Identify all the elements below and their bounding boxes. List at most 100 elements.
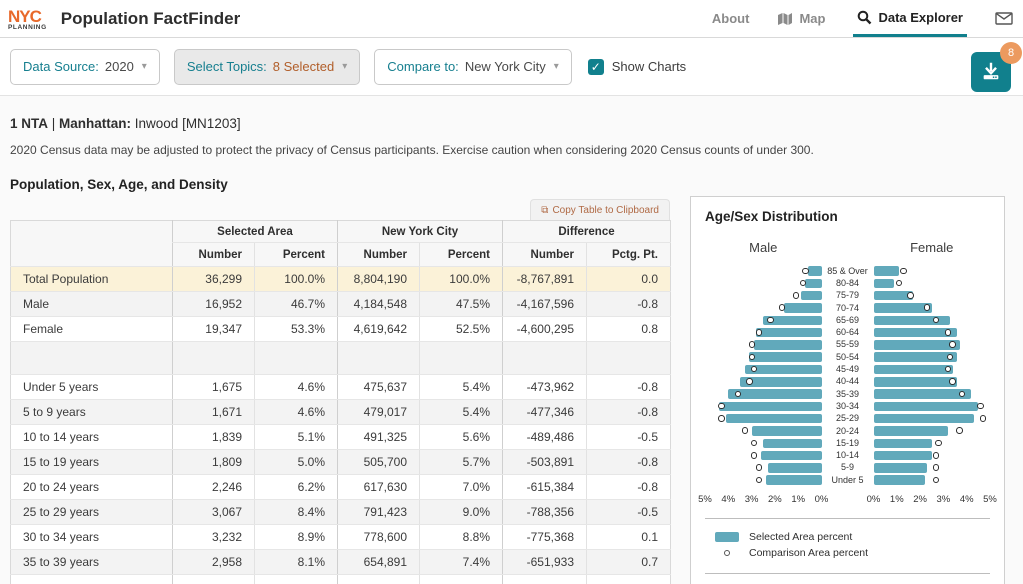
axis-tick-label: 4% xyxy=(721,494,736,506)
pyramid-bar-male[interactable] xyxy=(753,340,822,350)
cell-value: 3,067 xyxy=(172,499,255,525)
nav-about[interactable]: About xyxy=(712,0,750,37)
pyramid-bar-male[interactable] xyxy=(744,364,822,375)
data-source-label: Data Source: xyxy=(23,59,99,74)
show-charts-checkbox[interactable]: ✓ xyxy=(587,58,604,75)
comparison-dot-male xyxy=(748,353,756,361)
cell-value: 475,637 xyxy=(337,374,420,400)
row-label: 25 to 29 years xyxy=(10,499,173,525)
comparison-dot-female xyxy=(949,378,956,385)
comparison-dot-male xyxy=(718,415,725,422)
nav-data-explorer[interactable]: Data Explorer xyxy=(853,0,967,37)
cell-value: -0.8 xyxy=(586,374,671,400)
pyramid-bar-female[interactable] xyxy=(873,377,958,387)
table-row: 30 to 34 years 3,232 8.9% 778,600 8.8% -775,3… xyxy=(10,524,671,550)
envelope-icon xyxy=(995,12,1013,25)
row-label: 20 to 24 years xyxy=(10,474,173,500)
pyramid-bar-male[interactable] xyxy=(725,413,822,424)
pyramid-bar-male[interactable] xyxy=(763,438,822,449)
pyramid-bar-female[interactable] xyxy=(873,327,958,338)
select-topics-value: 8 Selected xyxy=(272,59,335,74)
pyramid-bar-female[interactable] xyxy=(873,463,928,473)
pyramid-bar-male[interactable] xyxy=(765,475,822,485)
pyramid-bar-female[interactable] xyxy=(873,389,972,399)
comparison-dot-female xyxy=(944,365,952,373)
pyramid-bar-female[interactable] xyxy=(873,426,949,436)
row-label: Female xyxy=(10,316,173,342)
male-bar-track xyxy=(705,266,822,276)
male-bar-track xyxy=(705,364,822,375)
subheader-percent: Percent xyxy=(254,242,338,267)
copy-table-button[interactable]: ⧉ Copy Table to Clipboard xyxy=(530,199,670,220)
pyramid-bar-female[interactable] xyxy=(873,266,900,276)
cell-value: 0.8 xyxy=(586,316,671,342)
nav-contact[interactable] xyxy=(995,0,1013,37)
pyramid-bar-female[interactable] xyxy=(873,401,979,412)
cell-value xyxy=(502,341,587,375)
pyramid-bar-male[interactable] xyxy=(756,327,822,338)
comparison-dot-female xyxy=(932,464,940,471)
cell-value xyxy=(337,341,420,375)
pyramid-bar-female[interactable] xyxy=(873,438,932,449)
chart-title: Age/Sex Distribution xyxy=(705,209,838,224)
pyramid-bar-female[interactable] xyxy=(873,315,951,326)
pyramid-bar-male[interactable] xyxy=(807,266,822,276)
cell-value: 4,184,548 xyxy=(337,291,420,317)
pyramid-bar-male[interactable] xyxy=(805,278,822,289)
pyramid-bar-female[interactable] xyxy=(873,352,958,362)
age-group-label: Under 5 xyxy=(831,474,864,485)
axis-tick-label: 3% xyxy=(744,494,759,506)
pyramid-row: 85 & Over xyxy=(705,265,990,277)
cell-value: 778,600 xyxy=(337,524,420,550)
axis-tick-label: 0% xyxy=(866,494,881,506)
pyramid-bar-male[interactable] xyxy=(760,450,822,461)
pyramid-bar-male[interactable] xyxy=(728,389,822,399)
pyramid-bar-female[interactable] xyxy=(873,290,914,301)
pyramid-bar-female[interactable] xyxy=(873,303,932,313)
pyramid-bar-male[interactable] xyxy=(763,315,822,326)
pyramid-bar-male[interactable] xyxy=(749,352,822,362)
pyramid-bar-female[interactable] xyxy=(873,413,974,424)
main-content: 1 NTA | Manhattan: Inwood [MN1203] 2020 … xyxy=(0,116,1023,584)
pyramid-bar-female[interactable] xyxy=(873,450,932,461)
female-bar-track xyxy=(873,438,991,449)
data-source-dropdown[interactable]: Data Source: 2020 ▾ xyxy=(10,48,160,85)
select-topics-dropdown[interactable]: Select Topics: 8 Selected ▾ xyxy=(173,48,361,85)
cell-value: -0.8 xyxy=(586,474,671,500)
cell-value: 5.4% xyxy=(419,374,503,400)
comparison-dot-male xyxy=(802,267,809,275)
pyramid-bar-female[interactable] xyxy=(873,475,925,485)
show-charts-label: Show Charts xyxy=(611,59,687,74)
legend-divider-top xyxy=(705,518,990,520)
pyramid-row: 30-34 xyxy=(705,400,990,412)
table-head: Selected Area New York City Difference N… xyxy=(10,220,671,267)
cell-value: -0.8 xyxy=(586,449,671,475)
download-count-badge: 8 xyxy=(1000,42,1022,64)
pyramid-bar-female[interactable] xyxy=(873,364,953,375)
pyramid-bar-male[interactable] xyxy=(739,377,822,387)
nyc-planning-logo[interactable]: NYC PLANNING xyxy=(8,8,47,32)
cell-value: 5.7% xyxy=(419,449,503,475)
copy-table-label: Copy Table to Clipboard xyxy=(552,204,659,216)
pyramid-bar-female[interactable] xyxy=(873,340,960,350)
pyramid-bar-male[interactable] xyxy=(767,463,822,473)
female-bar-track xyxy=(873,352,991,362)
male-bar-track xyxy=(705,438,822,449)
download-button[interactable]: 8 xyxy=(971,42,1022,92)
pyramid-bar-male[interactable] xyxy=(784,303,822,313)
cell-value: 2,958 xyxy=(172,549,255,575)
nav-map[interactable]: Map xyxy=(777,0,825,37)
pyramid-row: Under 5 xyxy=(705,474,990,486)
compare-to-dropdown[interactable]: Compare to: New York City ▾ xyxy=(374,48,572,85)
pyramid-row: 55-59 xyxy=(705,339,990,351)
pyramid-bar-male[interactable] xyxy=(751,426,822,436)
comparison-dot-female xyxy=(935,439,942,447)
pyramid-bar-female[interactable] xyxy=(873,278,895,289)
age-group-label: 70-74 xyxy=(835,302,860,313)
pyramid-bar-male[interactable] xyxy=(800,290,822,301)
comparison-dot-female xyxy=(979,415,986,422)
table-row: Male 16,952 46.7% 4,184,548 47.5% -4,167,596-… xyxy=(10,291,671,317)
cell-value: 791,423 xyxy=(337,499,420,525)
filter-toolbar: Data Source: 2020 ▾ Select Topics: 8 Sel… xyxy=(0,38,1023,96)
pyramid-bar-male[interactable] xyxy=(718,401,822,412)
